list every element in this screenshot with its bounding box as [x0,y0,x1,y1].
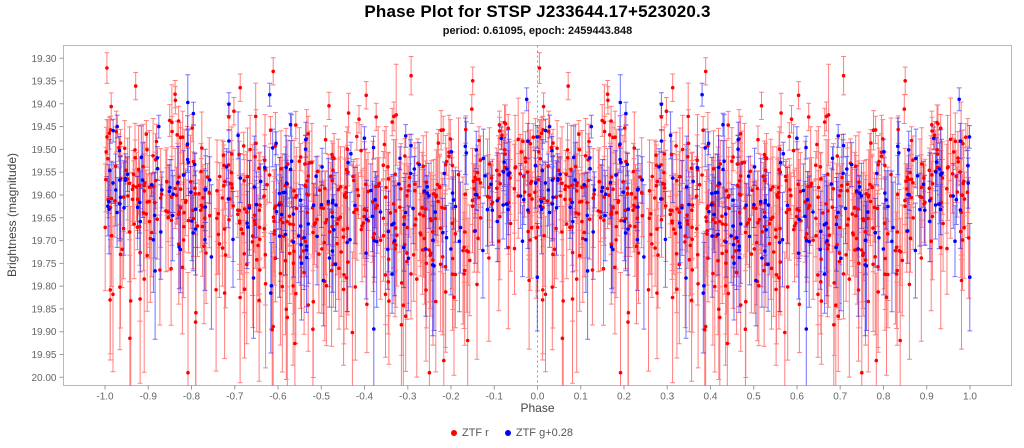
x-tick-label: 0.1 [574,392,588,403]
y-tick-label: 19.50 [31,145,56,156]
x-tick-label: -0.7 [226,392,244,403]
y-tick-label: 20.00 [31,373,56,384]
x-tick-label: -0.8 [183,392,201,403]
legend-label-ztf-g: ZTF g+0.28 [515,427,574,439]
y-tick-label: 19.35 [31,77,56,88]
legend-marker-ztf-r-icon [450,430,457,436]
x-tick-label: -0.1 [486,392,504,403]
x-tick-label: 0.4 [704,392,718,403]
y-tick-label: 19.70 [31,236,56,247]
y-tick-label: 19.80 [31,282,56,293]
legend-item-ztf-g: ZTF g+0.28 [504,427,574,439]
x-tick-label: -1.0 [96,392,114,403]
y-tick-label: 19.75 [31,259,56,270]
x-tick-label: -0.9 [140,392,158,403]
x-axis-label: Phase [520,401,555,415]
x-tick-label: 0.5 [747,392,761,403]
legend-item-ztf-r: ZTF r [450,427,489,439]
y-tick-label: 19.60 [31,191,56,202]
legend-marker-ztf-g-icon [504,430,511,436]
x-tick-label: 0.9 [920,392,934,403]
x-tick-label: -0.2 [442,392,460,403]
x-tick-label: 0.3 [660,392,674,403]
x-tick-label: 0.6 [790,392,804,403]
chart-title: Phase Plot for STSP J233644.17+523020.3 [364,2,711,21]
x-tick-label: 0.2 [617,392,631,403]
legend: ZTF r ZTF g+0.28 [0,427,1024,439]
x-tick-label: -0.5 [313,392,331,403]
x-tick-label: 0.8 [877,392,891,403]
x-tick-label: -0.6 [269,392,287,403]
y-tick-label: 19.95 [31,350,56,361]
y-tick-label: 19.65 [31,213,56,224]
data-layer [102,52,973,386]
x-tick-label: 0.7 [833,392,847,403]
x-tick-label: 0.0 [531,392,545,403]
y-tick-label: 19.30 [31,54,56,65]
y-tick-label: 19.85 [31,304,56,315]
y-tick-label: 19.90 [31,327,56,338]
legend-label-ztf-r: ZTF r [461,427,489,439]
axis-ticks [59,57,971,390]
x-tick-label: -0.3 [399,392,417,403]
y-tick-label: 19.45 [31,122,56,133]
chart-subtitle: period: 0.61095, epoch: 2459443.848 [442,25,633,37]
x-tick-label: -0.4 [356,392,374,403]
y-tick-label: 19.40 [31,99,56,110]
y-tick-label: 19.55 [31,168,56,179]
x-tick-label: 1.0 [963,392,977,403]
